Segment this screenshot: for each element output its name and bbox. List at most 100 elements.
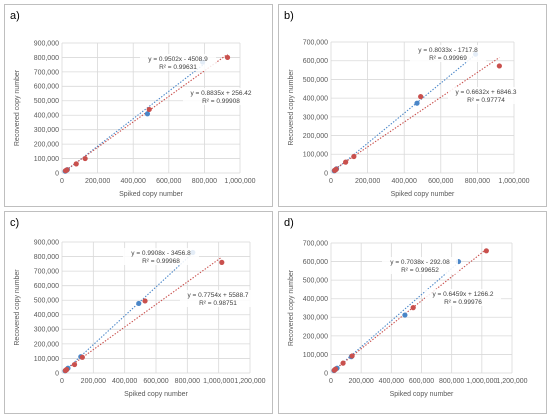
x-tick-label: 800,000 bbox=[465, 178, 490, 185]
y-axis-title: Recovered copy number bbox=[288, 69, 295, 146]
data-point-blue bbox=[136, 300, 142, 307]
trendline-equation: y = 0.7754x + 5588.7 bbox=[187, 292, 248, 299]
y-tick-label: 300,000 bbox=[303, 315, 328, 322]
y-tick-label: 0 bbox=[55, 370, 59, 377]
x-axis-title: Spiked copy number bbox=[119, 191, 183, 198]
x-tick-label: 200,000 bbox=[349, 378, 374, 385]
y-tick-label: 700,000 bbox=[34, 69, 59, 76]
r-squared-label: R² = 0.99969 bbox=[429, 55, 467, 62]
y-tick-label: 200,000 bbox=[34, 341, 59, 348]
y-tick-label: 0 bbox=[324, 170, 328, 177]
panel-label: b) bbox=[284, 10, 294, 22]
data-point-blue bbox=[402, 312, 408, 318]
equation-background bbox=[123, 248, 199, 265]
y-tick-label: 600,000 bbox=[34, 283, 59, 290]
equation-background bbox=[382, 257, 458, 274]
x-tick-label: 1,000,000 bbox=[203, 378, 234, 385]
r-squared-label: R² = 0.99631 bbox=[159, 64, 197, 71]
y-tick-label: 500,000 bbox=[34, 98, 59, 105]
x-tick-label: 0 bbox=[60, 378, 64, 385]
y-tick-label: 100,000 bbox=[303, 352, 328, 359]
y-tick-label: 200,000 bbox=[303, 333, 328, 340]
x-axis-title: Spiked copy number bbox=[391, 191, 455, 198]
r-squared-label: R² = 0.99968 bbox=[142, 258, 180, 265]
data-point-red bbox=[224, 54, 231, 61]
y-tick-label: 800,000 bbox=[34, 55, 59, 62]
y-tick-label: 600,000 bbox=[34, 84, 59, 91]
equation-background bbox=[425, 289, 501, 306]
y-tick-label: 300,000 bbox=[303, 114, 328, 121]
chart-panel-1: a) 0 100,000 200,000 300,000 400,000 500,000 60… bbox=[4, 4, 273, 207]
x-tick-label: 600,000 bbox=[428, 178, 453, 185]
trendline-blue bbox=[332, 52, 478, 173]
x-tick-label: 800,000 bbox=[192, 178, 217, 185]
x-tick-label: 400,000 bbox=[112, 378, 137, 385]
equation-background bbox=[448, 87, 524, 104]
y-tick-label: 700,000 bbox=[303, 39, 328, 46]
y-tick-label: 300,000 bbox=[34, 127, 59, 134]
panel-frame bbox=[278, 211, 547, 414]
x-tick-label: 200,000 bbox=[81, 378, 106, 385]
x-tick-label: 200,000 bbox=[85, 178, 110, 185]
data-point-red bbox=[340, 360, 346, 366]
r-squared-label: R² = 0.97774 bbox=[467, 97, 505, 104]
y-tick-label: 900,000 bbox=[34, 239, 59, 246]
chart-panel-3: c) 0 100,000 200,000 300,000 400,000 500,000 60… bbox=[4, 211, 273, 414]
y-tick-label: 600,000 bbox=[303, 58, 328, 65]
trendline-blue bbox=[63, 63, 205, 173]
x-tick-label: 800,000 bbox=[175, 378, 200, 385]
data-point-red bbox=[73, 161, 79, 167]
data-point-red bbox=[219, 259, 225, 265]
equation-background bbox=[183, 88, 259, 105]
x-tick-label: 400,000 bbox=[379, 378, 404, 385]
x-tick-label: 1,000,000 bbox=[498, 178, 529, 185]
equation-background bbox=[410, 45, 486, 62]
x-tick-label: 0 bbox=[329, 178, 333, 185]
y-tick-label: 400,000 bbox=[34, 312, 59, 319]
y-tick-label: 0 bbox=[55, 170, 59, 177]
y-tick-label: 600,000 bbox=[303, 259, 328, 266]
data-point-red bbox=[349, 353, 355, 359]
y-tick-label: 500,000 bbox=[303, 278, 328, 285]
trendline-equation: y = 0.6632x + 6846.3 bbox=[455, 89, 516, 96]
y-tick-label: 200,000 bbox=[303, 133, 328, 140]
data-point-blue bbox=[144, 111, 151, 117]
x-tick-label: 1,200,000 bbox=[234, 378, 265, 385]
r-squared-label: R² = 0.98751 bbox=[199, 300, 237, 307]
panel-frame bbox=[4, 211, 273, 414]
r-squared-label: R² = 0.99908 bbox=[202, 98, 240, 105]
panel-frame bbox=[4, 4, 273, 207]
data-point-red bbox=[82, 155, 88, 162]
data-point-red bbox=[64, 366, 70, 373]
y-tick-label: 400,000 bbox=[303, 96, 328, 103]
y-tick-label: 100,000 bbox=[34, 156, 59, 163]
y-axis-title: Recovered copy number bbox=[288, 269, 295, 346]
x-tick-label: 400,000 bbox=[121, 178, 146, 185]
r-squared-label: R² = 0.99652 bbox=[401, 267, 439, 274]
trendline-red bbox=[63, 256, 223, 372]
r-squared-label: R² = 0.99976 bbox=[444, 299, 482, 306]
trendline-equation: y = 0.8835x + 256.42 bbox=[190, 90, 251, 97]
y-tick-label: 800,000 bbox=[34, 254, 59, 261]
trendline-red bbox=[332, 57, 500, 171]
x-tick-label: 600,000 bbox=[409, 378, 434, 385]
x-tick-label: 0 bbox=[60, 178, 64, 185]
trendline-equation: y = 0.9502x - 4508.9 bbox=[148, 56, 208, 63]
y-tick-label: 300,000 bbox=[34, 327, 59, 334]
data-point-red bbox=[64, 167, 70, 173]
x-tick-label: 400,000 bbox=[392, 178, 417, 185]
data-point-red bbox=[146, 106, 152, 113]
y-tick-label: 100,000 bbox=[303, 152, 328, 159]
data-point-red bbox=[71, 361, 78, 368]
x-tick-label: 1,000,000 bbox=[466, 378, 497, 385]
x-tick-label: 600,000 bbox=[156, 178, 181, 185]
panel-label: c) bbox=[10, 217, 19, 229]
trendline-equation: y = 0.9908x - 3456.8 bbox=[131, 250, 191, 257]
data-point-red bbox=[142, 298, 148, 304]
y-tick-label: 400,000 bbox=[303, 296, 328, 303]
trendline-equation: y = 0.8033x - 1717.8 bbox=[418, 47, 478, 54]
data-point-red bbox=[343, 159, 349, 165]
data-point-red bbox=[332, 366, 339, 372]
data-point-red bbox=[333, 166, 339, 172]
